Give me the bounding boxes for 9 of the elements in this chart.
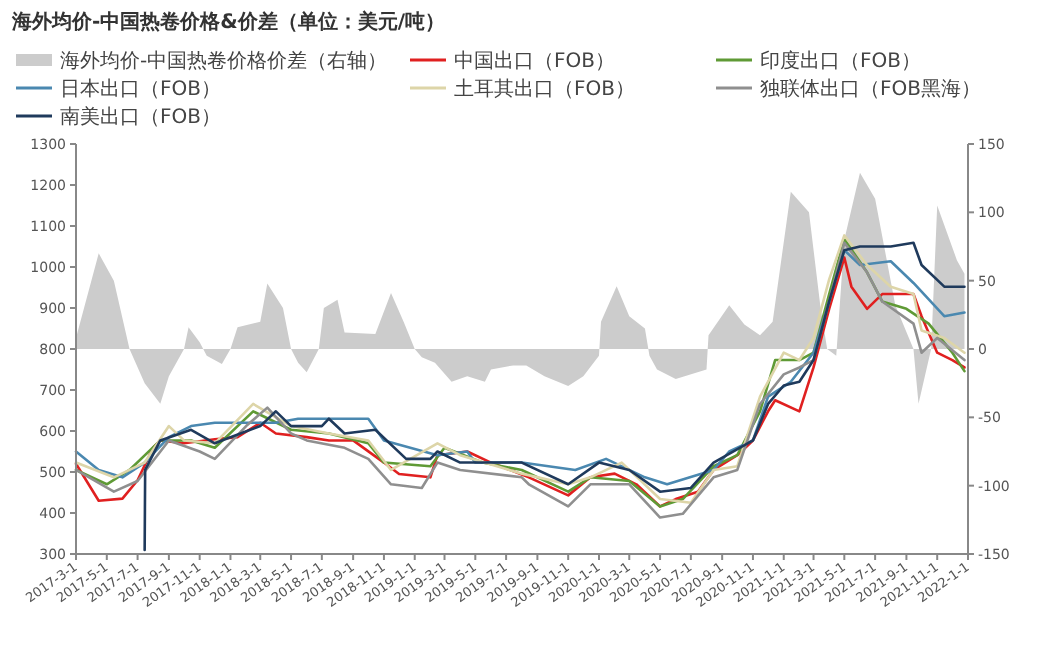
line-series bbox=[143, 241, 966, 552]
legend-label: 南美出口（FOB） bbox=[60, 105, 221, 129]
chart-title: 海外均价-中国热卷价格&价差（单位：美元/吨） bbox=[10, 10, 446, 34]
legend-label: 海外均价-中国热卷价格价差（右轴） bbox=[60, 49, 388, 73]
legend-label: 中国出口（FOB） bbox=[454, 49, 615, 73]
legend-label: 独联体出口（FOB黑海） bbox=[760, 77, 981, 101]
legend-label: 土耳其出口（FOB） bbox=[454, 77, 635, 101]
legend-label: 日本出口（FOB） bbox=[60, 77, 221, 101]
legend-label: 印度出口（FOB） bbox=[760, 49, 921, 73]
